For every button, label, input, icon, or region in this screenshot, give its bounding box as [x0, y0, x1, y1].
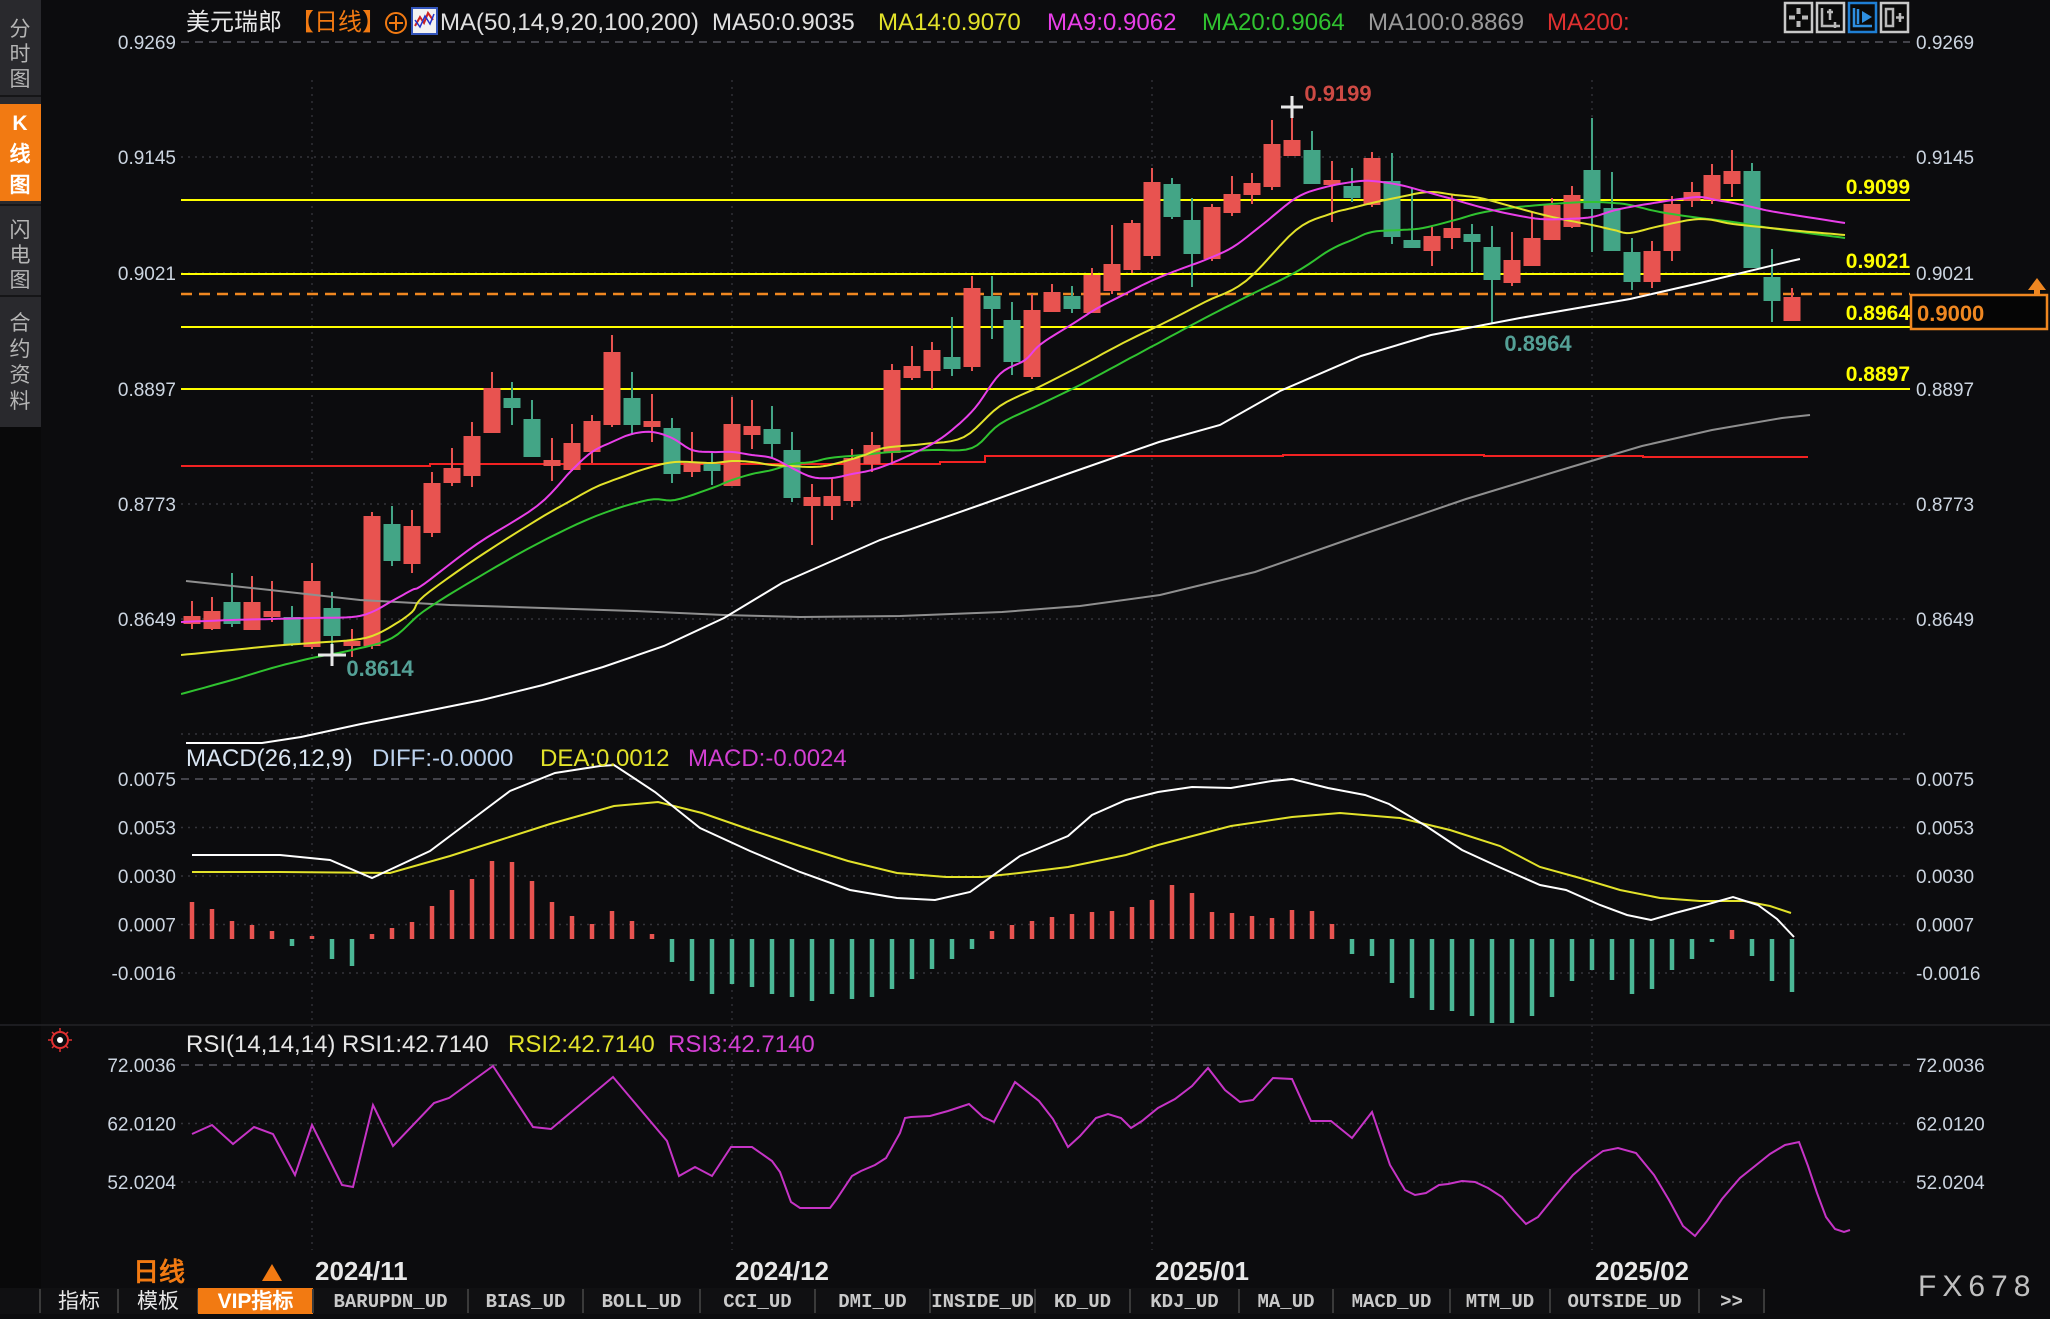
svg-text:模板: 模板	[137, 1290, 179, 1313]
svg-text:0.9099: 0.9099	[1846, 176, 1910, 199]
svg-text:KD_UD: KD_UD	[1054, 1291, 1111, 1313]
svg-text:0.9145: 0.9145	[118, 148, 176, 169]
svg-text:KDJ_UD: KDJ_UD	[1150, 1291, 1218, 1313]
svg-text:DMI_UD: DMI_UD	[838, 1291, 906, 1313]
svg-text:分: 分	[10, 18, 31, 41]
svg-text:DIFF:-0.0000: DIFF:-0.0000	[372, 745, 513, 772]
svg-text:MTM_UD: MTM_UD	[1466, 1291, 1534, 1313]
svg-text:MACD(26,12,9): MACD(26,12,9)	[186, 745, 353, 772]
svg-text:OUTSIDE_UD: OUTSIDE_UD	[1567, 1291, 1681, 1313]
svg-text:MA200:: MA200:	[1547, 9, 1630, 36]
svg-text:BIAS_UD: BIAS_UD	[486, 1291, 566, 1313]
svg-text:0.0007: 0.0007	[118, 916, 176, 937]
svg-text:约: 约	[10, 338, 31, 361]
svg-text:52.0204: 52.0204	[1916, 1173, 1985, 1194]
svg-text:72.0036: 72.0036	[107, 1056, 176, 1077]
svg-text:0.0007: 0.0007	[1916, 916, 1974, 937]
svg-text:0.0030: 0.0030	[1916, 867, 1974, 888]
svg-text:FX678: FX678	[1918, 1270, 2036, 1303]
svg-text:0.0075: 0.0075	[1916, 770, 1974, 791]
svg-text:0.8773: 0.8773	[118, 495, 176, 516]
svg-text:RSI1:42.7140: RSI1:42.7140	[342, 1031, 489, 1058]
svg-text:料: 料	[10, 390, 31, 413]
svg-text:CCI_UD: CCI_UD	[723, 1291, 791, 1313]
svg-text:0.0053: 0.0053	[118, 819, 176, 840]
svg-text:-0.0016: -0.0016	[1916, 964, 1980, 985]
svg-text:线: 线	[10, 142, 31, 166]
svg-text:0.0053: 0.0053	[1916, 819, 1974, 840]
svg-text:0.8773: 0.8773	[1916, 495, 1974, 516]
svg-text:RSI(14,14,14): RSI(14,14,14)	[186, 1031, 335, 1058]
svg-text:0.9000: 0.9000	[1917, 301, 1984, 326]
svg-text:0.9021: 0.9021	[1846, 250, 1911, 273]
svg-text:0.8964: 0.8964	[1504, 331, 1572, 356]
svg-text:0.8964: 0.8964	[1846, 302, 1911, 325]
svg-text:【日线】: 【日线】	[290, 9, 386, 36]
svg-text:0.9145: 0.9145	[1916, 148, 1974, 169]
svg-text:0.8649: 0.8649	[1916, 610, 1974, 631]
svg-text:资: 资	[10, 364, 31, 387]
svg-text:0.9269: 0.9269	[1916, 33, 1974, 54]
svg-text:MA14:0.9070: MA14:0.9070	[878, 9, 1021, 36]
svg-text:MA50:0.9035: MA50:0.9035	[712, 9, 855, 36]
svg-text:0.9021: 0.9021	[118, 264, 176, 285]
svg-text:MACD:-0.0024: MACD:-0.0024	[688, 745, 847, 772]
svg-text:RSI2:42.7140: RSI2:42.7140	[508, 1031, 655, 1058]
svg-text:闪: 闪	[10, 219, 31, 242]
svg-text:2024/12: 2024/12	[735, 1256, 829, 1286]
svg-text:图: 图	[10, 68, 31, 91]
svg-text:0.8897: 0.8897	[1916, 380, 1974, 401]
svg-text:2025/01: 2025/01	[1155, 1256, 1249, 1286]
svg-text:图: 图	[10, 269, 31, 292]
svg-text:K: K	[12, 112, 27, 135]
svg-text:美元瑞郎: 美元瑞郎	[186, 9, 282, 36]
svg-text:DEA:0.0012: DEA:0.0012	[540, 745, 669, 772]
svg-text:52.0204: 52.0204	[107, 1173, 176, 1194]
svg-text:>>: >>	[1720, 1291, 1743, 1313]
svg-text:图: 图	[10, 174, 31, 197]
svg-text:合: 合	[10, 312, 31, 335]
svg-text:BOLL_UD: BOLL_UD	[602, 1291, 682, 1313]
svg-text:MA(50,14,9,20,100,200): MA(50,14,9,20,100,200)	[440, 9, 699, 36]
svg-text:-0.0016: -0.0016	[112, 964, 176, 985]
svg-text:电: 电	[10, 244, 31, 267]
svg-text:0.8897: 0.8897	[1846, 363, 1910, 386]
svg-text:0.8649: 0.8649	[118, 610, 176, 631]
svg-text:日线: 日线	[133, 1257, 185, 1287]
svg-text:MA100:0.8869: MA100:0.8869	[1368, 9, 1524, 36]
svg-text:BARUPDN_UD: BARUPDN_UD	[333, 1291, 447, 1313]
svg-text:0.0030: 0.0030	[118, 867, 176, 888]
svg-text:INSIDE_UD: INSIDE_UD	[931, 1291, 1034, 1313]
svg-text:72.0036: 72.0036	[1916, 1056, 1985, 1077]
svg-text:0.0075: 0.0075	[118, 770, 176, 791]
svg-text:MACD_UD: MACD_UD	[1352, 1291, 1432, 1313]
svg-text:指标: 指标	[58, 1290, 100, 1313]
svg-text:时: 时	[10, 43, 31, 66]
svg-text:MA20:0.9064: MA20:0.9064	[1202, 9, 1345, 36]
svg-text:0.8897: 0.8897	[118, 380, 176, 401]
svg-text:0.9021: 0.9021	[1916, 264, 1974, 285]
svg-text:62.0120: 62.0120	[1916, 1115, 1985, 1136]
svg-text:MA_UD: MA_UD	[1257, 1291, 1314, 1313]
svg-text:2025/02: 2025/02	[1595, 1256, 1689, 1286]
svg-text:RSI3:42.7140: RSI3:42.7140	[668, 1031, 815, 1058]
svg-text:MA9:0.9062: MA9:0.9062	[1047, 9, 1176, 36]
svg-text:VIP指标: VIP指标	[218, 1289, 294, 1313]
svg-text:0.9199: 0.9199	[1304, 81, 1371, 106]
svg-text:62.0120: 62.0120	[107, 1115, 176, 1136]
svg-text:2024/11: 2024/11	[315, 1256, 408, 1286]
svg-text:0.9269: 0.9269	[118, 33, 176, 54]
svg-text:0.8614: 0.8614	[346, 656, 414, 681]
